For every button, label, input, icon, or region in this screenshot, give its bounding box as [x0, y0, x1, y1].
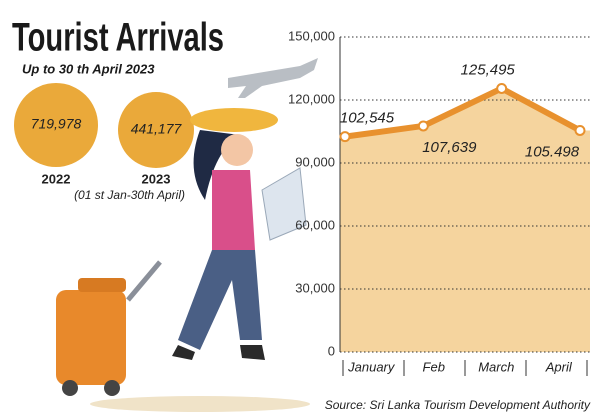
x-tick-label: April — [545, 359, 573, 374]
point — [339, 131, 351, 143]
bubble-2022 — [14, 83, 98, 167]
line — [344, 85, 582, 140]
bubble-2023 — [118, 92, 194, 168]
y-tick-label: 30,000 — [295, 280, 335, 295]
bubble-value: 441,177 — [131, 121, 183, 137]
bubble-note: (01 st Jan-30th April) — [74, 188, 185, 202]
value-label: 125,495 — [461, 61, 516, 78]
plot: 0 30,000 60,000 90,000 120,000 150,000 102,545… — [288, 28, 590, 376]
y-tick-label: 150,000 — [288, 28, 335, 43]
y-tick-label: 120,000 — [288, 91, 335, 106]
x-tick-label: Feb — [423, 359, 445, 374]
illustration — [56, 58, 318, 412]
point — [417, 120, 429, 132]
bubble-value: 719,978 — [31, 116, 82, 132]
x-tick-label: January — [347, 359, 396, 374]
title: Tourist Arrivals — [12, 16, 224, 60]
value-label: 105.498 — [525, 143, 580, 160]
point — [574, 124, 586, 136]
area — [340, 88, 590, 352]
subtitle: Up to 30 th April 2023 — [22, 61, 155, 76]
y-tick-label: 0 — [328, 343, 335, 358]
bubble-year: 2022 — [42, 171, 71, 186]
bubble-note-box: (01 st Jan-30th April) — [74, 188, 185, 202]
source: Source: Sri Lanka Tourism Development Au… — [325, 398, 591, 412]
point — [496, 82, 508, 94]
y-tick-label: 60,000 — [295, 217, 335, 232]
x-tick-label: March — [478, 359, 514, 374]
y-tick-label: 90,000 — [295, 154, 335, 169]
value-label: 102,545 — [340, 110, 395, 127]
value-label: 107,639 — [422, 139, 477, 156]
bubble-year: 2023 — [142, 171, 171, 186]
